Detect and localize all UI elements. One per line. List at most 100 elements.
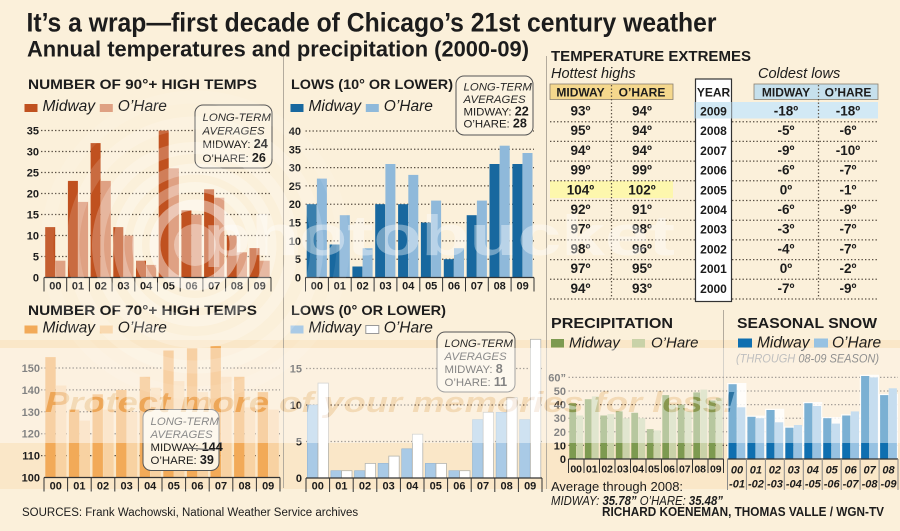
svg-text:98º: 98º <box>632 222 652 237</box>
svg-text:20: 20 <box>289 199 301 211</box>
svg-text:08: 08 <box>494 281 506 293</box>
svg-text:2005: 2005 <box>700 183 727 197</box>
svg-text:00: 00 <box>731 465 744 477</box>
svg-text:08: 08 <box>882 465 895 477</box>
svg-text:-1º: -1º <box>840 182 857 197</box>
svg-text:05: 05 <box>168 481 180 493</box>
svg-text:04: 04 <box>402 281 415 293</box>
svg-text:0: 0 <box>295 273 301 285</box>
svg-text:LOWS (0° OR LOWER): LOWS (0° OR LOWER) <box>291 302 446 318</box>
svg-text:LONG-TERM: LONG-TERM <box>151 416 220 428</box>
svg-text:06: 06 <box>844 465 857 477</box>
svg-text:0º: 0º <box>780 182 793 197</box>
svg-text:30: 30 <box>27 147 39 159</box>
svg-text:-7º: -7º <box>840 163 857 178</box>
svg-text:00: 00 <box>570 464 582 476</box>
svg-text:10: 10 <box>554 440 566 452</box>
svg-text:130: 130 <box>22 407 40 419</box>
svg-text:06: 06 <box>448 281 460 293</box>
svg-text:2006: 2006 <box>700 164 727 178</box>
svg-text:5: 5 <box>33 252 39 264</box>
svg-text:0º: 0º <box>780 261 793 276</box>
svg-text:-7º: -7º <box>778 281 795 296</box>
svg-text:MIDWAY: 8: MIDWAY: 8 <box>445 362 503 376</box>
svg-text:Coldest lows: Coldest lows <box>758 66 840 82</box>
svg-text:O’HARE: 28: O’HARE: 28 <box>464 117 527 131</box>
svg-text:95º: 95º <box>571 123 591 138</box>
svg-text:03: 03 <box>617 464 629 476</box>
svg-text:(THROUGH 08-09 SEASON): (THROUGH 08-09 SEASON) <box>736 352 879 366</box>
svg-text:PRECIPITATION: PRECIPITATION <box>551 315 673 332</box>
svg-text:-07: -07 <box>843 479 860 491</box>
svg-text:93º: 93º <box>632 281 652 296</box>
svg-text:15: 15 <box>27 210 39 222</box>
svg-text:Hottest highs: Hottest highs <box>551 66 636 82</box>
svg-text:94º: 94º <box>571 281 591 296</box>
svg-text:0: 0 <box>33 273 39 285</box>
svg-text:102º: 102º <box>628 182 656 197</box>
svg-text:04: 04 <box>144 481 157 493</box>
svg-text:-04: -04 <box>786 479 802 491</box>
svg-text:02: 02 <box>359 481 371 493</box>
svg-text:01: 01 <box>73 481 85 493</box>
svg-text:40: 40 <box>554 400 566 412</box>
svg-text:SOURCES: Frank Wachowski, Nati: SOURCES: Frank Wachowski, National Weath… <box>22 507 358 519</box>
svg-text:Midway: Midway <box>569 335 621 352</box>
svg-text:-5º: -5º <box>778 123 795 138</box>
svg-text:15: 15 <box>290 364 302 376</box>
svg-text:140: 140 <box>22 385 40 397</box>
svg-text:02: 02 <box>601 464 613 476</box>
svg-text:07: 07 <box>863 465 876 477</box>
svg-text:120: 120 <box>22 429 40 441</box>
svg-text:09: 09 <box>524 481 536 493</box>
svg-text:2002: 2002 <box>700 242 727 256</box>
svg-text:MIDWAY: MIDWAY <box>762 86 810 100</box>
svg-text:08: 08 <box>694 464 706 476</box>
svg-text:10: 10 <box>27 231 39 243</box>
svg-text:-7º: -7º <box>840 222 857 237</box>
svg-text:05: 05 <box>826 465 839 477</box>
svg-text:-2º: -2º <box>840 261 857 276</box>
svg-text:LONG-TERM: LONG-TERM <box>464 82 533 94</box>
svg-text:LOWS (10° OR LOWER): LOWS (10° OR LOWER) <box>291 76 453 92</box>
svg-text:35: 35 <box>27 126 39 138</box>
svg-text:-9º: -9º <box>840 281 857 296</box>
svg-text:MIDWAY: 144: MIDWAY: 144 <box>151 440 223 454</box>
svg-text:09: 09 <box>262 481 274 493</box>
svg-text:-9º: -9º <box>778 143 795 158</box>
svg-text:O’Hare: O’Hare <box>651 335 699 352</box>
svg-text:09: 09 <box>710 464 722 476</box>
svg-text:RICHARD KOENEMAN, THOMAS VALLE: RICHARD KOENEMAN, THOMAS VALLE / WGN-TV <box>602 505 885 519</box>
svg-text:93º: 93º <box>571 104 591 119</box>
svg-text:94º: 94º <box>632 104 652 119</box>
svg-text:01: 01 <box>586 464 598 476</box>
svg-text:00: 00 <box>312 481 324 493</box>
svg-text:06: 06 <box>191 481 203 493</box>
svg-text:01: 01 <box>335 481 347 493</box>
svg-text:00: 00 <box>50 481 62 493</box>
svg-text:97º: 97º <box>571 222 591 237</box>
svg-text:03: 03 <box>382 481 394 493</box>
svg-text:25: 25 <box>27 168 39 180</box>
svg-text:2003: 2003 <box>700 223 727 237</box>
svg-text:Annual temperatures and precip: Annual temperatures and precipitation (2… <box>27 37 529 62</box>
svg-text:-18º: -18º <box>774 104 799 119</box>
svg-text:98º: 98º <box>571 241 591 256</box>
svg-text:-03: -03 <box>767 479 783 491</box>
svg-text:O’HARE: O’HARE <box>619 86 666 100</box>
svg-text:TEMPERATURE EXTREMES: TEMPERATURE EXTREMES <box>551 49 751 65</box>
svg-text:99º: 99º <box>632 163 652 178</box>
svg-text:AVERAGES: AVERAGES <box>150 429 213 441</box>
svg-text:Midway: Midway <box>309 98 363 115</box>
svg-text:06: 06 <box>453 481 465 493</box>
svg-text:97º: 97º <box>571 261 591 276</box>
svg-text:02: 02 <box>769 465 781 477</box>
svg-text:LONG-TERM: LONG-TERM <box>445 338 514 350</box>
svg-text:-3º: -3º <box>778 222 795 237</box>
svg-text:10: 10 <box>290 400 302 412</box>
svg-text:O’HARE: O’HARE <box>825 86 872 100</box>
svg-text:20: 20 <box>27 189 39 201</box>
svg-text:-4º: -4º <box>778 241 795 256</box>
svg-text:20: 20 <box>554 427 566 439</box>
svg-text:01: 01 <box>750 465 762 477</box>
